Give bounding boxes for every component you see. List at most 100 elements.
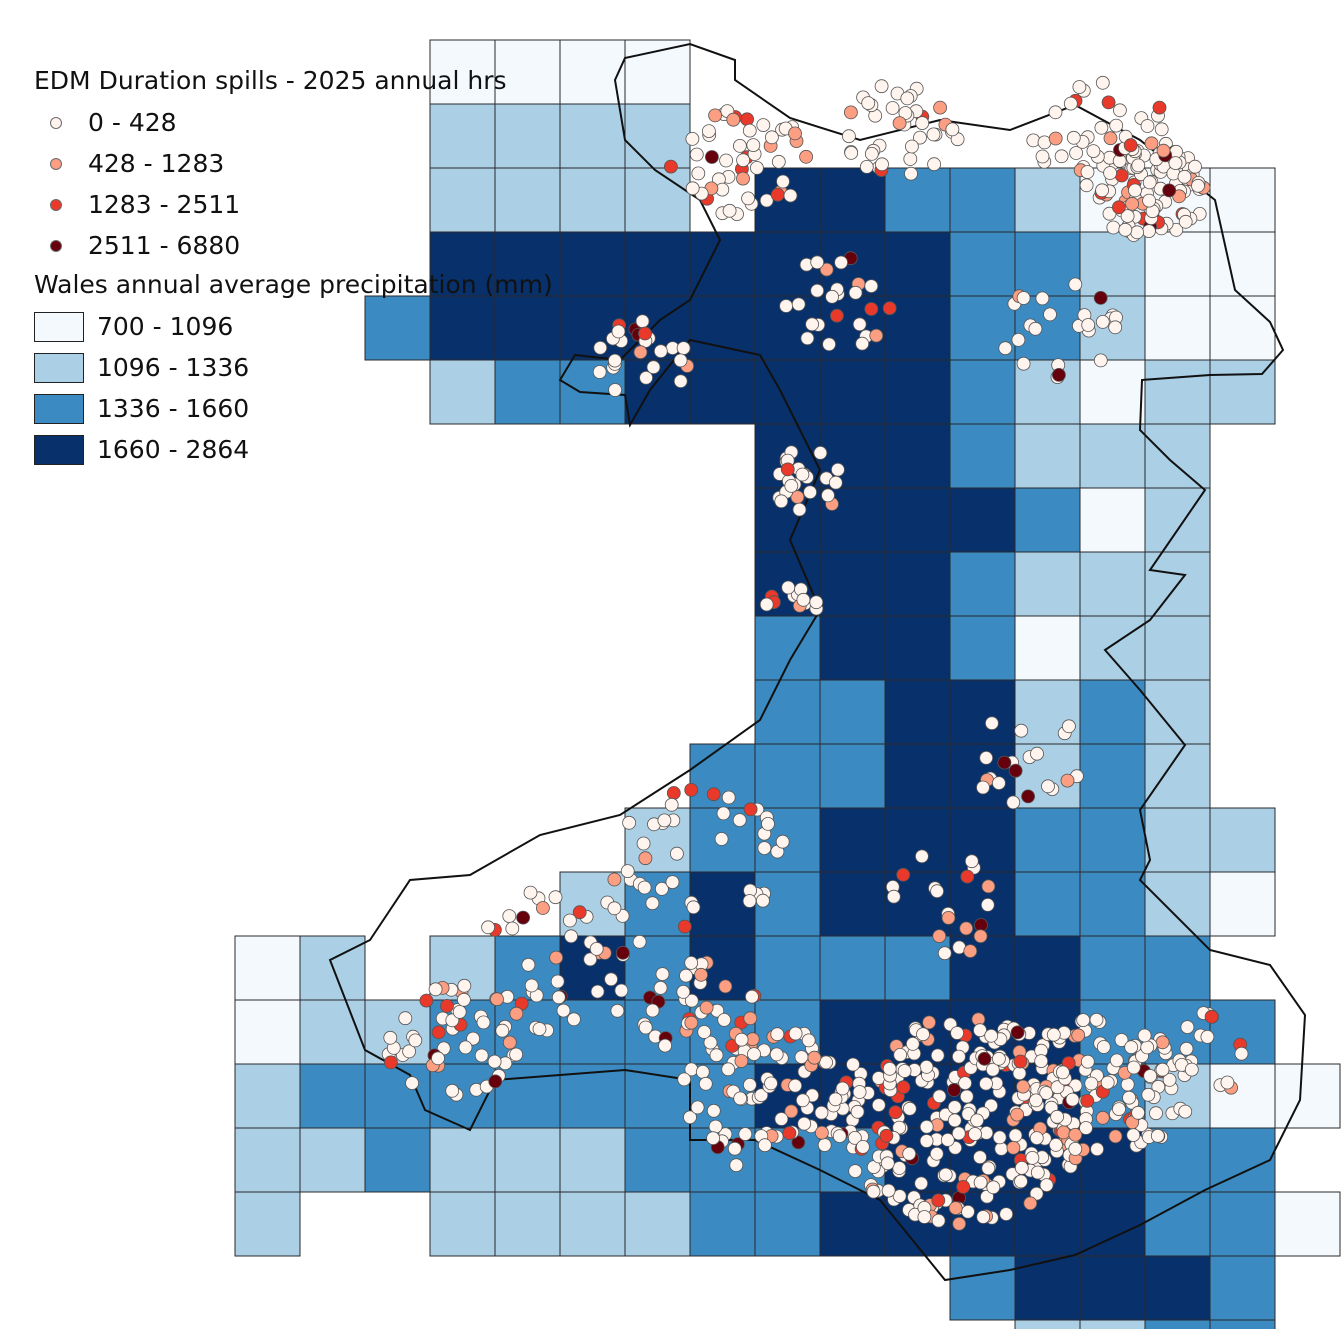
spill-point <box>947 1083 961 1097</box>
spill-point <box>1101 95 1116 110</box>
spill-point <box>875 157 889 172</box>
spill-point <box>980 898 995 912</box>
spill-point <box>505 921 520 936</box>
spill-point <box>488 1074 503 1089</box>
precip-grid-cell <box>1145 1192 1210 1256</box>
spill-point <box>1011 332 1026 347</box>
precip-grid-cell <box>1080 232 1145 296</box>
precip-grid-cell <box>690 296 755 360</box>
precip-grid-cell <box>885 744 950 808</box>
spill-point <box>676 985 691 999</box>
spill-point <box>666 786 681 800</box>
spill-point <box>979 751 994 765</box>
precip-grid-cell <box>365 1128 430 1192</box>
spill-point <box>583 952 598 967</box>
precip-grid-cell <box>690 232 755 296</box>
spill-point <box>1131 1105 1145 1120</box>
spill-point <box>805 317 819 332</box>
spill-point <box>931 1213 946 1228</box>
spill-point <box>1143 1069 1158 1083</box>
spill-point <box>655 882 669 896</box>
spill-point <box>835 1081 850 1096</box>
spill-point <box>556 1003 571 1018</box>
precip-class-1-swatch <box>34 352 84 383</box>
spill-point <box>645 1003 660 1018</box>
spill-point <box>670 846 684 861</box>
spill-point <box>1089 1012 1104 1027</box>
precip-legend-label: 700 - 1096 <box>97 312 234 341</box>
spill-point <box>1006 1140 1021 1155</box>
spill-point <box>677 1072 692 1087</box>
spill-point <box>869 328 884 343</box>
spill-point <box>850 1104 865 1119</box>
spill-point <box>914 1176 929 1191</box>
spill-point <box>740 112 754 127</box>
spill-point <box>1035 149 1050 164</box>
spill-point <box>743 1011 758 1026</box>
spill-point <box>551 990 566 1005</box>
spill-point <box>871 1098 886 1112</box>
spill-point <box>774 494 789 509</box>
spill-point <box>780 462 795 477</box>
spill-point <box>963 944 978 958</box>
spill-point <box>1016 1079 1030 1094</box>
precip-grid-cell <box>495 1192 560 1256</box>
precip-legend-item: 1336 - 1660 <box>30 388 553 429</box>
precip-legend-item: 1096 - 1336 <box>30 347 553 388</box>
spill-point <box>770 1027 785 1042</box>
spill-point <box>948 1201 963 1215</box>
precip-grid-cell <box>820 744 885 808</box>
precip-grid-cell <box>755 744 820 808</box>
precip-grid-cell <box>1145 808 1210 872</box>
spill-point <box>706 787 721 802</box>
precip-grid-cell <box>1210 1256 1275 1320</box>
precip-grid-cell <box>625 1192 690 1256</box>
precip-grid-cell <box>430 360 495 424</box>
precip-grid-cell <box>755 936 820 1000</box>
spill-point <box>856 1140 870 1154</box>
spill-point <box>1035 291 1050 306</box>
precip-grid-cell <box>625 1064 690 1128</box>
spill-point <box>732 813 747 827</box>
spill-point <box>1034 1054 1049 1068</box>
spill-point <box>947 1113 962 1128</box>
spill-point <box>1178 214 1193 229</box>
spill-point <box>945 122 960 137</box>
spill-point <box>844 105 858 120</box>
spill-point <box>791 297 806 312</box>
spill-point <box>502 909 517 923</box>
precip-grid-cell <box>820 680 885 744</box>
spill-point <box>1072 80 1087 94</box>
spill-point <box>741 191 755 206</box>
spill-point <box>419 993 434 1008</box>
spill-point <box>976 780 990 795</box>
spill-point <box>509 1006 524 1021</box>
spill-point <box>604 972 618 987</box>
spill-point <box>734 1032 749 1047</box>
precip-grid-cell <box>820 168 885 232</box>
wales-coastline <box>328 42 1307 1282</box>
precip-grid-cell <box>560 1192 625 1256</box>
spill-point <box>861 96 876 110</box>
spill-point <box>635 314 650 329</box>
spill-point <box>859 159 874 174</box>
spill-point <box>1191 178 1205 193</box>
spill-point <box>456 992 471 1007</box>
spill-point <box>1141 1087 1156 1102</box>
precip-grid-cell <box>1210 296 1275 360</box>
spill-point <box>1234 1046 1249 1061</box>
spill-point <box>919 1119 934 1134</box>
spill-point <box>796 592 811 607</box>
precip-grid-cell <box>430 1192 495 1256</box>
spill-point <box>821 488 835 503</box>
spill-point <box>734 1054 749 1068</box>
spill-point <box>997 755 1012 770</box>
spill-point <box>658 1038 672 1053</box>
spill-point <box>490 992 504 1007</box>
precip-grid-cell <box>885 552 950 616</box>
spill-point <box>952 1049 966 1064</box>
spill-point <box>922 1015 936 1030</box>
precip-grid-cell <box>1210 1320 1275 1329</box>
spill-point <box>801 1033 816 1048</box>
spill-point <box>1220 1075 1235 1090</box>
